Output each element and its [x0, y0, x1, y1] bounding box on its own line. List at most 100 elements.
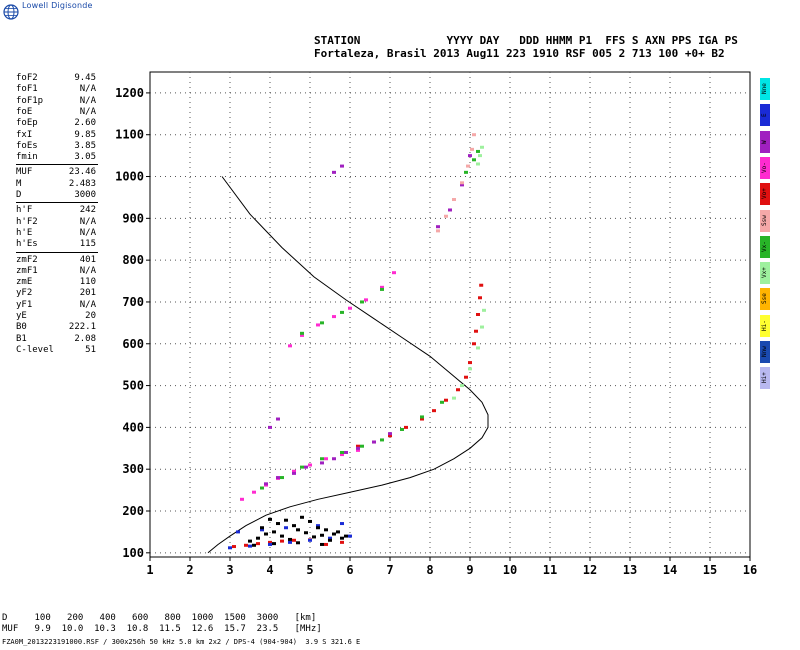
y-tick-label: 300 — [122, 462, 144, 476]
echo-point — [292, 469, 296, 473]
legend-label: Hi- — [761, 320, 768, 332]
param-name: h'Es — [16, 239, 38, 250]
echo-point — [312, 535, 316, 539]
param-value: 3.05 — [74, 152, 96, 163]
y-tick-label: 1000 — [115, 170, 144, 184]
param-row: h'F2 N/A — [16, 216, 96, 228]
echo-point — [372, 440, 376, 444]
echo-point — [340, 453, 344, 457]
param-value: 9.85 — [74, 129, 96, 140]
param-row: yF2 201 — [16, 287, 96, 299]
param-name: yF2 — [16, 288, 33, 299]
echo-point — [300, 331, 304, 335]
echo-point — [432, 409, 436, 413]
param-value: 20 — [85, 311, 96, 321]
legend-item: Vo- — [760, 156, 770, 179]
echo-point — [468, 367, 472, 371]
param-value: 23.46 — [68, 167, 96, 178]
echo-point — [452, 396, 456, 400]
echo-point — [420, 417, 424, 421]
param-name: zmE — [16, 277, 33, 288]
x-tick-label: 16 — [743, 563, 757, 577]
param-name: D — [16, 190, 22, 200]
echo-point — [260, 486, 264, 490]
echo-point — [272, 530, 276, 534]
param-value: 9.45 — [74, 73, 96, 83]
echo-point — [476, 149, 480, 153]
param-row: B1 2.08 — [16, 333, 96, 345]
echo-point — [292, 471, 296, 475]
echo-point — [344, 534, 348, 538]
echo-point — [464, 170, 468, 174]
legend-item: Sse — [760, 288, 770, 311]
echo-point — [340, 522, 344, 526]
echo-point — [272, 542, 276, 546]
param-row: foF2 9.45 — [16, 72, 96, 84]
param-row: h'F 242 — [16, 204, 96, 216]
x-tick-label: 8 — [426, 563, 433, 577]
y-tick-label: 900 — [122, 211, 144, 225]
x-tick-label: 15 — [703, 563, 717, 577]
echo-point — [444, 214, 448, 218]
echo-point — [324, 528, 328, 532]
param-name: foF1 — [16, 84, 38, 95]
echo-point — [276, 417, 280, 421]
y-tick-label: 500 — [122, 379, 144, 393]
param-name: yF1 — [16, 299, 33, 310]
echo-point — [268, 542, 272, 546]
legend-item: Hi- — [760, 314, 770, 337]
echo-point — [472, 342, 476, 346]
legend-item: Nnw — [760, 341, 770, 363]
echo-point — [320, 321, 324, 325]
legend-label: Vx+ — [761, 267, 768, 279]
param-row: foEp 2.60 — [16, 117, 96, 129]
echo-point — [460, 384, 464, 388]
y-tick-label: 200 — [122, 504, 144, 518]
echo-point — [308, 538, 312, 542]
param-value: 115 — [79, 239, 96, 250]
echo-point — [400, 427, 404, 431]
y-tick-label: 400 — [122, 420, 144, 434]
echo-point — [388, 434, 392, 438]
echo-point — [456, 388, 460, 392]
x-tick-label: 1 — [146, 563, 153, 577]
echo-point — [470, 147, 474, 151]
header-values: Fortaleza, Brasil 2013 Aug11 223 1910 RS… — [314, 47, 725, 60]
echo-point — [300, 465, 304, 469]
echo-point — [332, 457, 336, 461]
x-tick-label: 2 — [186, 563, 193, 577]
echo-point — [260, 528, 264, 532]
echo-point — [466, 164, 470, 168]
echo-point — [482, 308, 486, 312]
legend-label: Hi+ — [761, 372, 768, 384]
echo-point — [320, 533, 324, 537]
param-name: fmin — [16, 152, 38, 163]
echo-point — [300, 515, 304, 519]
echo-point — [324, 542, 328, 546]
legend-item: W — [760, 130, 770, 153]
legend-item: Nne — [760, 78, 770, 100]
param-name: B1 — [16, 333, 27, 344]
legend-label: Vo+ — [761, 188, 768, 200]
legend-item: Vo+ — [760, 183, 770, 206]
echo-point — [304, 531, 308, 535]
param-value: 3000 — [74, 190, 96, 200]
param-value: N/A — [79, 265, 96, 276]
param-row: foF1 N/A — [16, 83, 96, 95]
echo-point — [448, 208, 452, 212]
legend-item: Ssw — [760, 209, 770, 232]
echo-point — [256, 542, 260, 546]
echo-point — [260, 526, 264, 530]
echo-point — [476, 313, 480, 316]
echo-point — [436, 229, 440, 233]
param-value: N/A — [79, 299, 96, 310]
echo-point — [348, 306, 352, 310]
param-row: C-level 51 — [16, 344, 96, 356]
param-row: zmF1 N/A — [16, 265, 96, 277]
echo-point — [472, 133, 476, 137]
legend-item: Hi+ — [760, 367, 770, 390]
echo-point — [356, 448, 360, 452]
echo-point — [340, 310, 344, 314]
echo-point — [256, 536, 260, 540]
x-tick-label: 5 — [306, 563, 313, 577]
